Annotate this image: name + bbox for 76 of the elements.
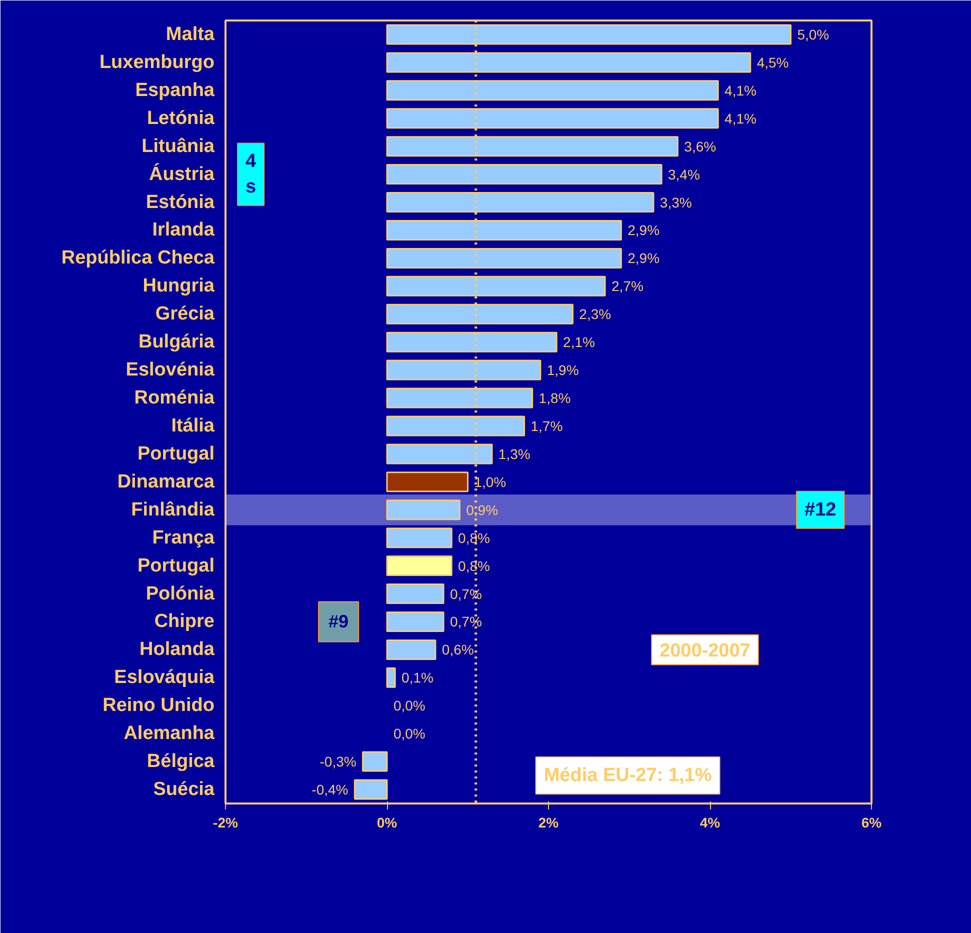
y-tick-label: Portugal	[137, 443, 215, 464]
bar	[362, 751, 388, 772]
y-tick-label: Estónia	[146, 192, 215, 213]
bar	[386, 472, 468, 492]
y-tick-label: Malta	[166, 24, 215, 45]
data-label: 2,1%	[563, 334, 595, 350]
bar	[386, 556, 452, 576]
y-tick-label: República Checa	[61, 248, 215, 269]
x-tick-label: -2%	[213, 814, 238, 830]
y-tick-label: Eslováquia	[114, 667, 215, 688]
y-tick-label: Espanha	[135, 80, 215, 101]
data-label: 1,8%	[538, 390, 571, 406]
data-label: 4,1%	[724, 110, 756, 126]
y-tick-label: Bélgica	[146, 751, 215, 772]
bar	[354, 779, 388, 800]
data-label: 1,0%	[474, 474, 506, 490]
annotation: 4 s	[246, 151, 256, 198]
y-tick-label: Polónia	[146, 583, 215, 604]
y-tick-label: Eslovénia	[126, 360, 215, 381]
data-label: 3,6%	[684, 138, 716, 154]
data-label: 0,6%	[442, 642, 474, 658]
y-tick-label: Chipre	[154, 611, 215, 632]
data-label: 0,9%	[466, 502, 498, 518]
data-label: 2,7%	[611, 278, 644, 294]
data-label: 4,5%	[756, 54, 789, 70]
data-label: -0,3%	[320, 754, 356, 770]
y-tick-label: Finlândia	[131, 499, 215, 520]
data-label: 1,3%	[498, 446, 530, 462]
y-tick-label: França	[152, 527, 215, 548]
bar	[386, 611, 444, 632]
data-label: 2,9%	[628, 222, 660, 238]
x-tick-label: 6%	[861, 814, 882, 830]
bar	[386, 667, 396, 688]
data-label: 0,0%	[393, 726, 426, 742]
x-tick-label: 4%	[700, 814, 721, 830]
y-tick-label: Grécia	[155, 304, 215, 325]
y-tick-label: Itália	[171, 415, 215, 436]
annotation: 2000-2007	[660, 640, 750, 662]
x-tick-label: 2%	[538, 814, 560, 830]
y-tick-label: Alemanha	[124, 723, 215, 744]
bar	[386, 639, 436, 660]
bar	[386, 584, 444, 604]
y-tick-label: Roménia	[134, 388, 215, 409]
y-tick-label: Letónia	[146, 108, 215, 129]
bar	[386, 528, 452, 548]
data-label: -0,4%	[312, 782, 348, 798]
data-label: 1,9%	[546, 362, 579, 378]
y-tick-label: Dinamarca	[117, 471, 215, 492]
data-label: 0,8%	[458, 530, 490, 546]
y-tick-label: Bulgária	[138, 332, 215, 353]
annotation: #9	[328, 612, 349, 632]
data-label: 0,1%	[402, 670, 434, 686]
data-label: 1,7%	[530, 418, 563, 434]
y-tick-label: Luxemburgo	[99, 52, 215, 73]
data-label: 3,3%	[660, 194, 692, 210]
bar	[386, 500, 460, 520]
data-label: 0,8%	[458, 558, 490, 574]
y-tick-label: Suécia	[153, 779, 215, 800]
ref-line-label: Média EU-27: 1,1%	[544, 765, 712, 786]
y-tick-label: Reino Unido	[102, 695, 215, 716]
data-label: 2,3%	[579, 306, 612, 322]
data-label: 3,4%	[668, 166, 700, 182]
x-tick-label: 0%	[376, 814, 398, 830]
y-tick-label: Portugal	[137, 555, 215, 576]
y-tick-label: Lituânia	[142, 136, 215, 157]
y-tick-label: Hungria	[142, 276, 215, 297]
data-label: 0,7%	[450, 614, 482, 630]
data-label: 4,1%	[724, 82, 756, 98]
annotation: #12	[804, 499, 836, 520]
data-label: 0,0%	[393, 698, 426, 714]
data-label: 5,0%	[797, 26, 830, 42]
y-tick-label: Holanda	[140, 639, 215, 660]
y-tick-label: Áustria	[149, 162, 215, 185]
data-label: 2,9%	[628, 250, 660, 266]
y-tick-label: Irlanda	[152, 220, 215, 241]
data-label: 0,7%	[450, 586, 482, 602]
